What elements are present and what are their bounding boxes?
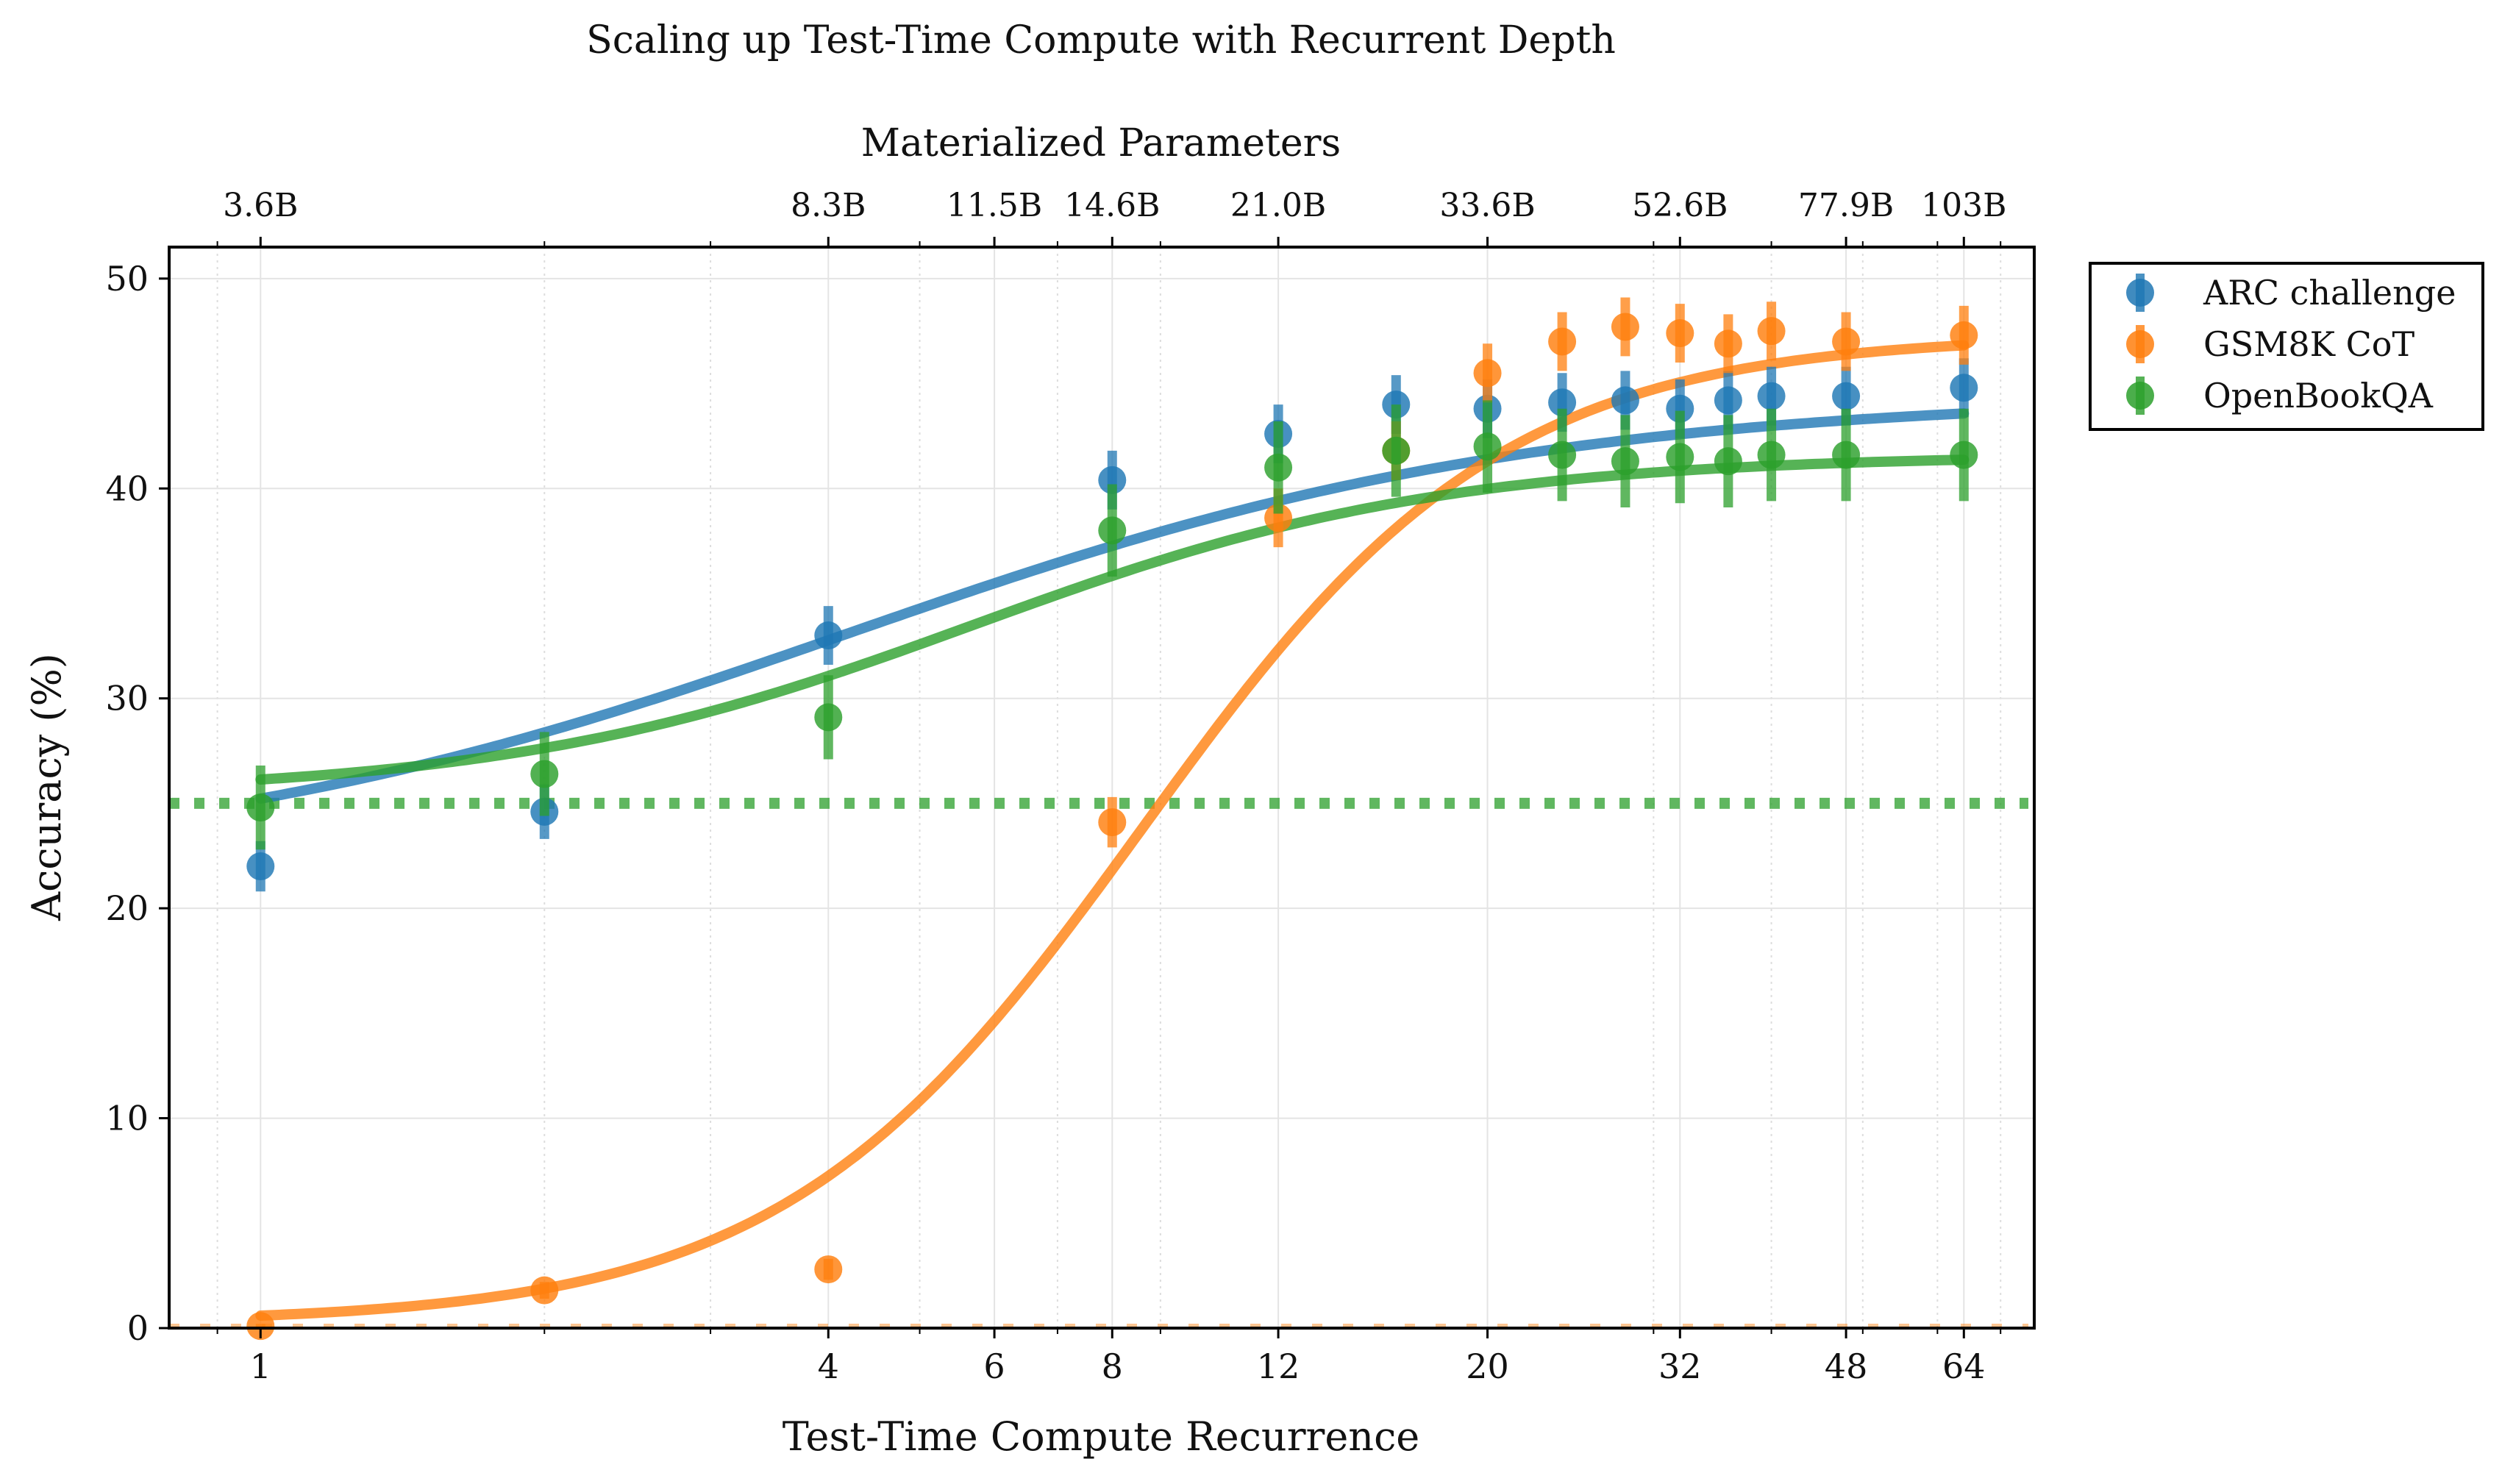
- point-openbookqa: [814, 703, 843, 732]
- top-tick-label: 33.6B: [1439, 187, 1535, 224]
- point-arc-challenge: [1757, 382, 1786, 410]
- point-openbookqa: [1382, 436, 1411, 465]
- point-openbookqa: [1473, 432, 1502, 461]
- y-tick-label: 40: [105, 468, 149, 508]
- legend-marker-openbookqa: [2126, 382, 2154, 410]
- point-gsm8k-cot: [1757, 317, 1786, 346]
- point-arc-challenge: [1098, 465, 1127, 494]
- point-openbookqa: [1757, 440, 1786, 469]
- y-axis-label: Accuracy (%): [24, 653, 70, 921]
- point-gsm8k-cot: [1611, 313, 1639, 341]
- point-arc-challenge: [1548, 388, 1577, 417]
- top-tick-label: 3.6B: [223, 187, 298, 224]
- x-tick-label: 6: [983, 1346, 1005, 1386]
- point-arc-challenge: [1611, 386, 1639, 415]
- x-axis-label: Test-Time Compute Recurrence: [783, 1413, 1420, 1460]
- point-openbookqa: [1832, 440, 1861, 469]
- point-openbookqa: [1264, 453, 1293, 482]
- top-tick-label: 11.5B: [947, 187, 1042, 224]
- chart-title: Scaling up Test-Time Compute with Recurr…: [586, 18, 1616, 63]
- point-openbookqa: [1950, 440, 1978, 469]
- x-tick-label: 32: [1658, 1346, 1702, 1386]
- y-tick-label: 0: [127, 1308, 149, 1348]
- point-openbookqa: [530, 760, 559, 788]
- legend-frame: [2089, 262, 2484, 431]
- point-arc-challenge: [246, 852, 275, 881]
- point-gsm8k-cot: [1832, 327, 1861, 356]
- point-arc-challenge: [1666, 394, 1694, 423]
- x-tick-label: 4: [818, 1346, 839, 1386]
- point-arc-challenge: [1950, 374, 1978, 402]
- point-gsm8k-cot: [1548, 327, 1577, 356]
- point-arc-challenge: [1832, 382, 1861, 410]
- top-tick-label: 52.6B: [1632, 187, 1728, 224]
- point-arc-challenge: [1714, 386, 1742, 415]
- point-gsm8k-cot: [814, 1255, 843, 1284]
- top-tick-label: 21.0B: [1230, 187, 1326, 224]
- y-tick-label: 10: [105, 1099, 149, 1138]
- point-gsm8k-cot: [1714, 329, 1742, 358]
- x-tick-label: 20: [1466, 1346, 1509, 1386]
- point-gsm8k-cot: [1666, 319, 1694, 348]
- point-openbookqa: [1548, 440, 1577, 469]
- legend-label-gsm8k-cot: GSM8K CoT: [2203, 324, 2415, 364]
- top-tick-label: 14.6B: [1064, 187, 1160, 224]
- point-gsm8k-cot: [1098, 808, 1127, 837]
- top-axis-label: Materialized Parameters: [861, 121, 1341, 165]
- point-gsm8k-cot: [1950, 321, 1978, 349]
- point-openbookqa: [1611, 447, 1639, 476]
- point-openbookqa: [1714, 447, 1742, 476]
- legend-label-arc-challenge: ARC challenge: [2203, 273, 2456, 313]
- top-tick-label: 103B: [1921, 187, 2006, 224]
- point-gsm8k-cot: [246, 1312, 275, 1341]
- y-tick-label: 30: [105, 679, 149, 718]
- point-openbookqa: [246, 793, 275, 822]
- plot-frame: [168, 246, 2036, 1330]
- x-tick-label: 1: [250, 1346, 271, 1386]
- point-gsm8k-cot: [530, 1276, 559, 1305]
- x-tick-label: 8: [1102, 1346, 1123, 1386]
- x-tick-label: 12: [1257, 1346, 1300, 1386]
- y-tick-label: 20: [105, 888, 149, 928]
- point-gsm8k-cot: [1264, 504, 1293, 532]
- top-tick-label: 77.9B: [1798, 187, 1894, 224]
- x-tick-label: 64: [1942, 1346, 1986, 1386]
- point-openbookqa: [1666, 443, 1694, 471]
- top-tick-label: 8.3B: [791, 187, 866, 224]
- legend-marker-arc-challenge: [2126, 279, 2154, 307]
- point-arc-challenge: [814, 621, 843, 650]
- point-openbookqa: [1098, 516, 1127, 545]
- y-tick-label: 50: [105, 259, 149, 299]
- legend-label-openbookqa: OpenBookQA: [2203, 376, 2434, 415]
- point-gsm8k-cot: [1473, 359, 1502, 388]
- x-tick-label: 48: [1825, 1346, 1868, 1386]
- legend-marker-gsm8k-cot: [2126, 330, 2154, 358]
- legend: ARC challenge GSM8K CoT OpenBookQA: [2089, 262, 2484, 431]
